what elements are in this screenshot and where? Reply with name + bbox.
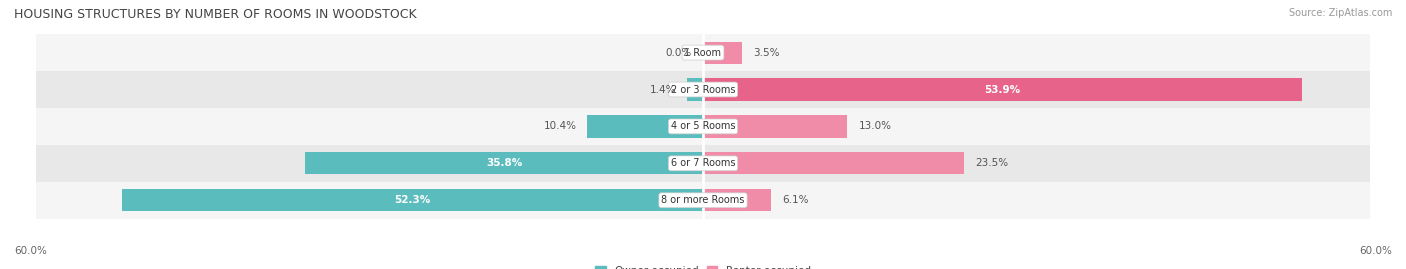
Bar (37, 34, 1369, 71)
Text: 13.0%: 13.0% (859, 121, 891, 132)
Text: 10.4%: 10.4% (543, 121, 576, 132)
Text: 2 or 3 Rooms: 2 or 3 Rooms (671, 84, 735, 94)
Bar (37, 145, 1369, 182)
Legend: Owner-occupied, Renter-occupied: Owner-occupied, Renter-occupied (595, 266, 811, 269)
Text: 23.5%: 23.5% (976, 158, 1008, 168)
Text: 60.0%: 60.0% (14, 246, 46, 256)
Text: 0.0%: 0.0% (665, 48, 692, 58)
Text: 6.1%: 6.1% (782, 195, 808, 205)
Text: 60.0%: 60.0% (1360, 246, 1392, 256)
Text: 1.4%: 1.4% (650, 84, 676, 94)
Text: Source: ZipAtlas.com: Source: ZipAtlas.com (1288, 8, 1392, 18)
Bar (688, 79, 703, 101)
Bar (305, 152, 703, 174)
Bar (37, 108, 1369, 145)
Text: 6 or 7 Rooms: 6 or 7 Rooms (671, 158, 735, 168)
Bar (703, 79, 1302, 101)
Bar (703, 41, 742, 64)
Text: 35.8%: 35.8% (486, 158, 522, 168)
Text: HOUSING STRUCTURES BY NUMBER OF ROOMS IN WOODSTOCK: HOUSING STRUCTURES BY NUMBER OF ROOMS IN… (14, 8, 416, 21)
Bar (37, 71, 1369, 108)
Bar (588, 115, 703, 137)
Text: 52.3%: 52.3% (394, 195, 430, 205)
Text: 4 or 5 Rooms: 4 or 5 Rooms (671, 121, 735, 132)
Text: 53.9%: 53.9% (984, 84, 1021, 94)
Bar (703, 115, 848, 137)
Text: 1 Room: 1 Room (685, 48, 721, 58)
Bar (37, 182, 1369, 219)
Text: 8 or more Rooms: 8 or more Rooms (661, 195, 745, 205)
Text: 3.5%: 3.5% (754, 48, 779, 58)
Bar (122, 189, 703, 211)
Bar (703, 152, 965, 174)
Bar (703, 189, 770, 211)
